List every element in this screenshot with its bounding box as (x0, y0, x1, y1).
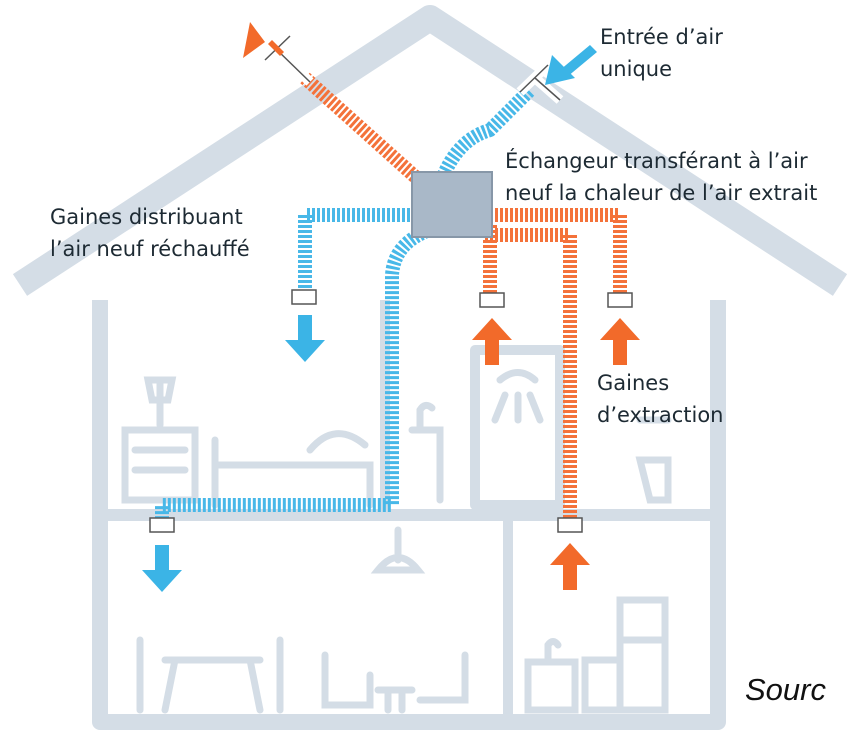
extract-arrow-2 (600, 318, 640, 365)
house (20, 18, 840, 722)
extract-duct-1 (480, 215, 620, 295)
nightstand (125, 380, 195, 500)
exchanger-label: Échangeur transférant à l’air (505, 148, 808, 173)
extraction-label: d’extraction (597, 403, 724, 427)
source-label: Sourc (745, 672, 826, 707)
shower (495, 373, 540, 421)
intake-label: Entrée d’air (600, 25, 723, 49)
kitchen (528, 600, 665, 710)
exchanger-box (412, 172, 492, 237)
supply-arrow-1 (285, 315, 325, 362)
supply-arrow-2 (142, 545, 182, 592)
page: Entrée d’air unique Échangeur transféran… (0, 0, 863, 735)
extraction-label: Gaines (597, 371, 669, 395)
sink (412, 405, 440, 500)
diagram: Entrée d’air unique Échangeur transféran… (0, 0, 863, 735)
exchanger-label: neuf la chaleur de l’air extrait (505, 181, 817, 205)
armchairs (325, 655, 465, 710)
distribution-label: Gaines distribuant (50, 205, 243, 229)
distribution-label: l’air neuf réchauffé (50, 237, 250, 261)
bed (215, 434, 370, 505)
intake-arrow (545, 45, 597, 85)
exhaust-arrow (243, 22, 284, 58)
lamp (378, 530, 418, 570)
intake-label: unique (600, 57, 672, 81)
extract-arrow-3 (550, 543, 590, 590)
table (140, 640, 280, 710)
toilet (640, 420, 668, 500)
supply-duct-2 (162, 222, 465, 520)
